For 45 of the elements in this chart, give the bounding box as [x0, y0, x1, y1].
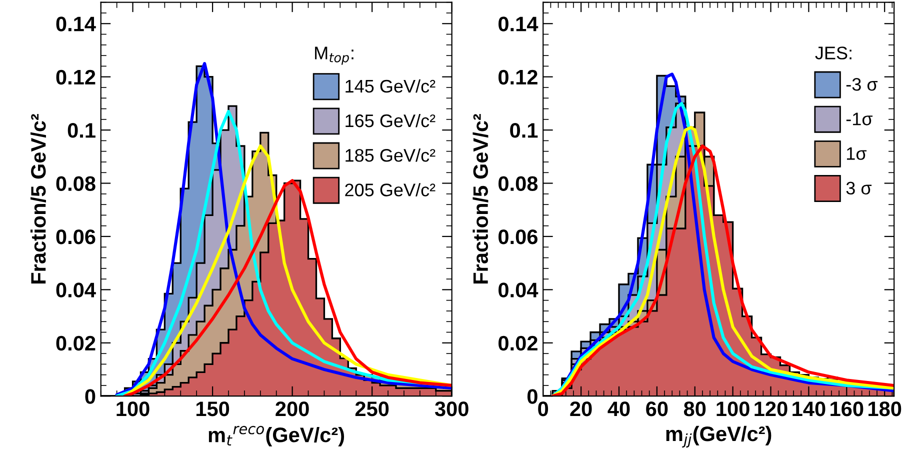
x-tick-label: 300	[434, 402, 468, 416]
y-tick-label: 0.1	[68, 123, 96, 138]
x-tick-label: 120	[754, 402, 788, 416]
x-tick-label: 250	[355, 402, 389, 416]
y-axis-title: Fraction/5 GeV/c²	[472, 114, 488, 284]
x-tick-label: 100	[716, 402, 750, 416]
y-tick-label: 0	[85, 389, 96, 404]
x-tick-label: 20	[570, 402, 592, 416]
y-tick-label: 0.02	[498, 336, 538, 351]
legend-label: -3 σ	[846, 78, 878, 91]
y-tick-label: 0.08	[498, 176, 538, 192]
legend-label: 185 GeV/c²	[346, 148, 436, 162]
y-tick-label: 0.14	[56, 16, 96, 32]
y-tick-label: 0.1	[510, 123, 538, 138]
y-tick-label: 0.06	[56, 229, 96, 244]
y-tick-label: 0.04	[498, 282, 538, 298]
y-tick-label: 0.04	[56, 282, 96, 298]
legend-label: 165 GeV/c²	[346, 114, 436, 128]
x-tick-label: 150	[196, 402, 230, 416]
y-axis-title: Fraction/5 GeV/c²	[30, 114, 46, 284]
legend-label: 145 GeV/c²	[346, 79, 436, 93]
legend-title: M$_{top}$:	[315, 46, 354, 65]
y-tick-label: 0.06	[498, 229, 538, 244]
y-tick-label: 0.14	[498, 16, 538, 32]
legend-title: JES:	[815, 46, 852, 60]
x-tick-label: 40	[608, 402, 630, 416]
y-tick-label: 0.02	[56, 336, 96, 351]
legend-label: 1σ	[846, 147, 867, 160]
x-tick-label: 0	[538, 402, 548, 416]
x-axis-title: m$_{t}$$^{reco}$(GeV/c²)	[208, 426, 344, 446]
x-tick-label: 180	[868, 402, 902, 416]
y-tick-label: 0.08	[56, 176, 96, 192]
x-tick-label: 80	[684, 402, 706, 416]
x-tick-label: 160	[830, 402, 864, 416]
x-tick-label: 140	[792, 402, 826, 416]
y-tick-label: 0.12	[56, 70, 96, 85]
y-tick-label: 0.12	[498, 70, 538, 85]
x-tick-label: 200	[276, 402, 309, 416]
x-axis-title: m$_{jj}$(GeV/c²)	[666, 426, 772, 448]
y-tick-label: 0	[527, 389, 538, 404]
legend-label: 205 GeV/c²	[345, 183, 436, 196]
legend-label: -1σ	[846, 112, 873, 126]
x-tick-label: 100	[116, 402, 150, 416]
legend-label: 3 σ	[846, 182, 872, 195]
x-tick-label: 60	[646, 402, 668, 416]
